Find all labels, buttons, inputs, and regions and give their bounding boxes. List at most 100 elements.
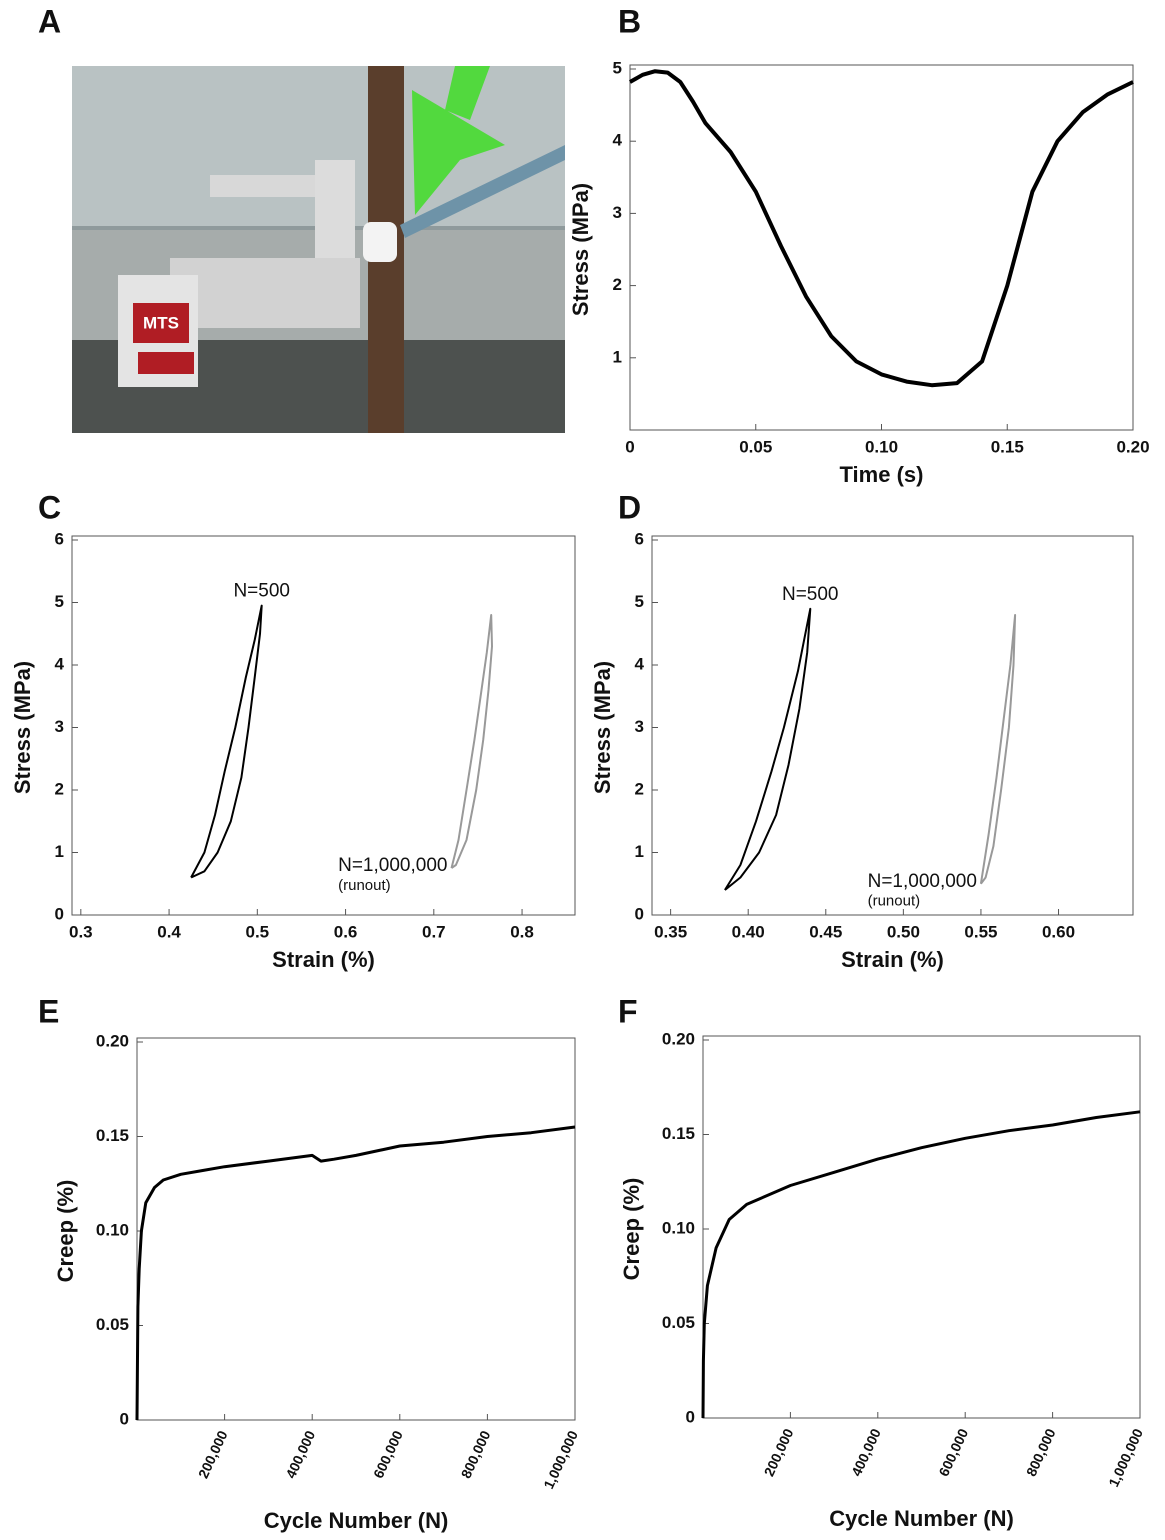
y-tick-label: 4 xyxy=(635,654,645,673)
plot-frame xyxy=(702,1035,1141,1419)
x-tick-label: 0.55 xyxy=(964,922,997,941)
x-tick-label: 0.3 xyxy=(69,922,93,941)
y-axis-title: Creep (%) xyxy=(53,1180,78,1283)
panel-letter: D xyxy=(618,489,641,525)
x-tick-label: 600,000 xyxy=(935,1426,971,1479)
y-tick-label: 1 xyxy=(613,347,622,366)
series-label: N=1,000,000 xyxy=(868,871,977,892)
y-tick-label: 0 xyxy=(55,904,64,923)
photo-extensometer xyxy=(170,258,360,328)
x-tick-label: 1,000,000 xyxy=(1105,1426,1146,1489)
y-tick-label: 0.20 xyxy=(662,1029,695,1048)
series-label: N=500 xyxy=(782,584,839,605)
chart-panel: C 0 1 2 3 4 5 6 0.3 0.4 0.5 0.6 0.7 0.8 Strain (%) Stre… xyxy=(10,489,576,972)
x-tick-label: 0.40 xyxy=(732,922,765,941)
chart-panel: D 0 1 2 3 4 5 6 0.35 0.40 0.45 0.50 0.55 0.60 Strain (… xyxy=(590,489,1134,972)
x-tick-label: 0.7 xyxy=(422,922,446,941)
x-tick-label: 0.45 xyxy=(809,922,842,941)
data-line xyxy=(701,1110,1141,1419)
y-tick-label: 3 xyxy=(635,717,644,736)
y-tick-label: 3 xyxy=(613,203,622,222)
x-tick-label: 1,000,000 xyxy=(540,1428,581,1491)
data-line xyxy=(190,604,263,879)
x-tick-label: 0.8 xyxy=(510,922,534,941)
x-tick-label: 0.5 xyxy=(245,922,269,941)
chart-panel: B 1 2 3 4 5 0 0.05 0.10 0.15 0.20 Time (s) Stress (M… xyxy=(568,3,1150,486)
y-tick-label: 6 xyxy=(635,529,644,548)
x-tick-label: 600,000 xyxy=(370,1428,406,1481)
y-axis-title: Stress (MPa) xyxy=(568,183,593,316)
x-tick-label: 200,000 xyxy=(195,1428,231,1481)
x-tick-label: 0.15 xyxy=(991,437,1024,456)
y-tick-label: 6 xyxy=(55,529,64,548)
data-line xyxy=(135,1125,576,1421)
y-tick-label: 2 xyxy=(613,275,622,294)
photo-tube xyxy=(400,145,565,238)
y-tick-label: 4 xyxy=(613,131,623,150)
photo: MTS A xyxy=(38,3,565,433)
y-tick-label: 0.10 xyxy=(96,1220,129,1239)
photo-mts-logo xyxy=(133,303,189,343)
series-note: (runout) xyxy=(868,893,921,910)
photo-arm xyxy=(210,175,340,197)
x-axis-title: Cycle Number (N) xyxy=(264,1508,449,1533)
y-tick-label: 5 xyxy=(55,592,64,611)
y-tick-label: 0.15 xyxy=(662,1124,695,1143)
x-axis-title: Strain (%) xyxy=(841,947,944,972)
data-line xyxy=(979,614,1017,885)
x-tick-label: 0.35 xyxy=(654,922,687,941)
panel-letter: C xyxy=(38,489,61,525)
series-label: N=500 xyxy=(233,581,290,602)
panel-letter: B xyxy=(618,3,641,39)
y-tick-label: 0.05 xyxy=(662,1313,695,1332)
x-tick-label: 0.50 xyxy=(887,922,920,941)
x-tick-label: 0.6 xyxy=(334,922,358,941)
y-tick-label: 1 xyxy=(55,842,64,861)
x-tick-label: 0.20 xyxy=(1116,437,1149,456)
y-tick-label: 3 xyxy=(55,717,64,736)
y-tick-label: 0 xyxy=(120,1409,129,1428)
x-tick-label: 0 xyxy=(625,437,634,456)
photo-arrow xyxy=(412,66,505,215)
y-tick-label: 2 xyxy=(55,779,64,798)
y-tick-label: 0 xyxy=(635,904,644,923)
y-tick-label: 0.05 xyxy=(96,1315,129,1334)
photo-tag xyxy=(138,352,194,374)
panel-letter: A xyxy=(38,3,61,39)
y-tick-label: 5 xyxy=(635,592,644,611)
series-note: (runout) xyxy=(338,877,391,894)
data-line xyxy=(450,614,493,869)
series-label: N=1,000,000 xyxy=(338,855,447,876)
photo-specimen xyxy=(363,222,397,262)
x-tick-label: 800,000 xyxy=(458,1428,494,1481)
x-tick-label: 200,000 xyxy=(761,1426,797,1479)
plot-frame xyxy=(71,535,576,916)
y-axis-title: Stress (MPa) xyxy=(590,661,615,794)
y-tick-label: 4 xyxy=(55,654,65,673)
y-axis-title: Stress (MPa) xyxy=(10,661,35,794)
data-line xyxy=(629,69,1134,388)
x-tick-label: 400,000 xyxy=(282,1428,318,1481)
y-tick-label: 0.15 xyxy=(96,1126,129,1145)
x-axis-title: Cycle Number (N) xyxy=(829,1506,1014,1531)
x-axis-title: Time (s) xyxy=(840,462,924,487)
chart-panel: E 0 0.05 0.10 0.15 0.20 200,000 400,000 600,000 8… xyxy=(38,993,581,1532)
chart-panel: F 0 0.05 0.10 0.15 0.20 200,000 400,000 600,000 8… xyxy=(618,993,1146,1530)
y-tick-label: 5 xyxy=(613,58,622,77)
x-tick-label: 0.60 xyxy=(1042,922,1075,941)
y-tick-label: 1 xyxy=(635,842,644,861)
data-line xyxy=(724,607,812,891)
y-axis-title: Creep (%) xyxy=(619,1178,644,1281)
x-tick-label: 400,000 xyxy=(848,1426,884,1479)
x-tick-label: 0.4 xyxy=(157,922,181,941)
panel-letter: E xyxy=(38,993,59,1029)
photo-clip xyxy=(315,160,355,275)
x-tick-label: 800,000 xyxy=(1023,1426,1059,1479)
plot-frame xyxy=(651,535,1134,916)
x-tick-label: 0.05 xyxy=(739,437,772,456)
x-tick-label: 0.10 xyxy=(865,437,898,456)
y-tick-label: 0 xyxy=(686,1407,695,1426)
y-tick-label: 2 xyxy=(635,779,644,798)
plot-frame xyxy=(136,1037,576,1421)
